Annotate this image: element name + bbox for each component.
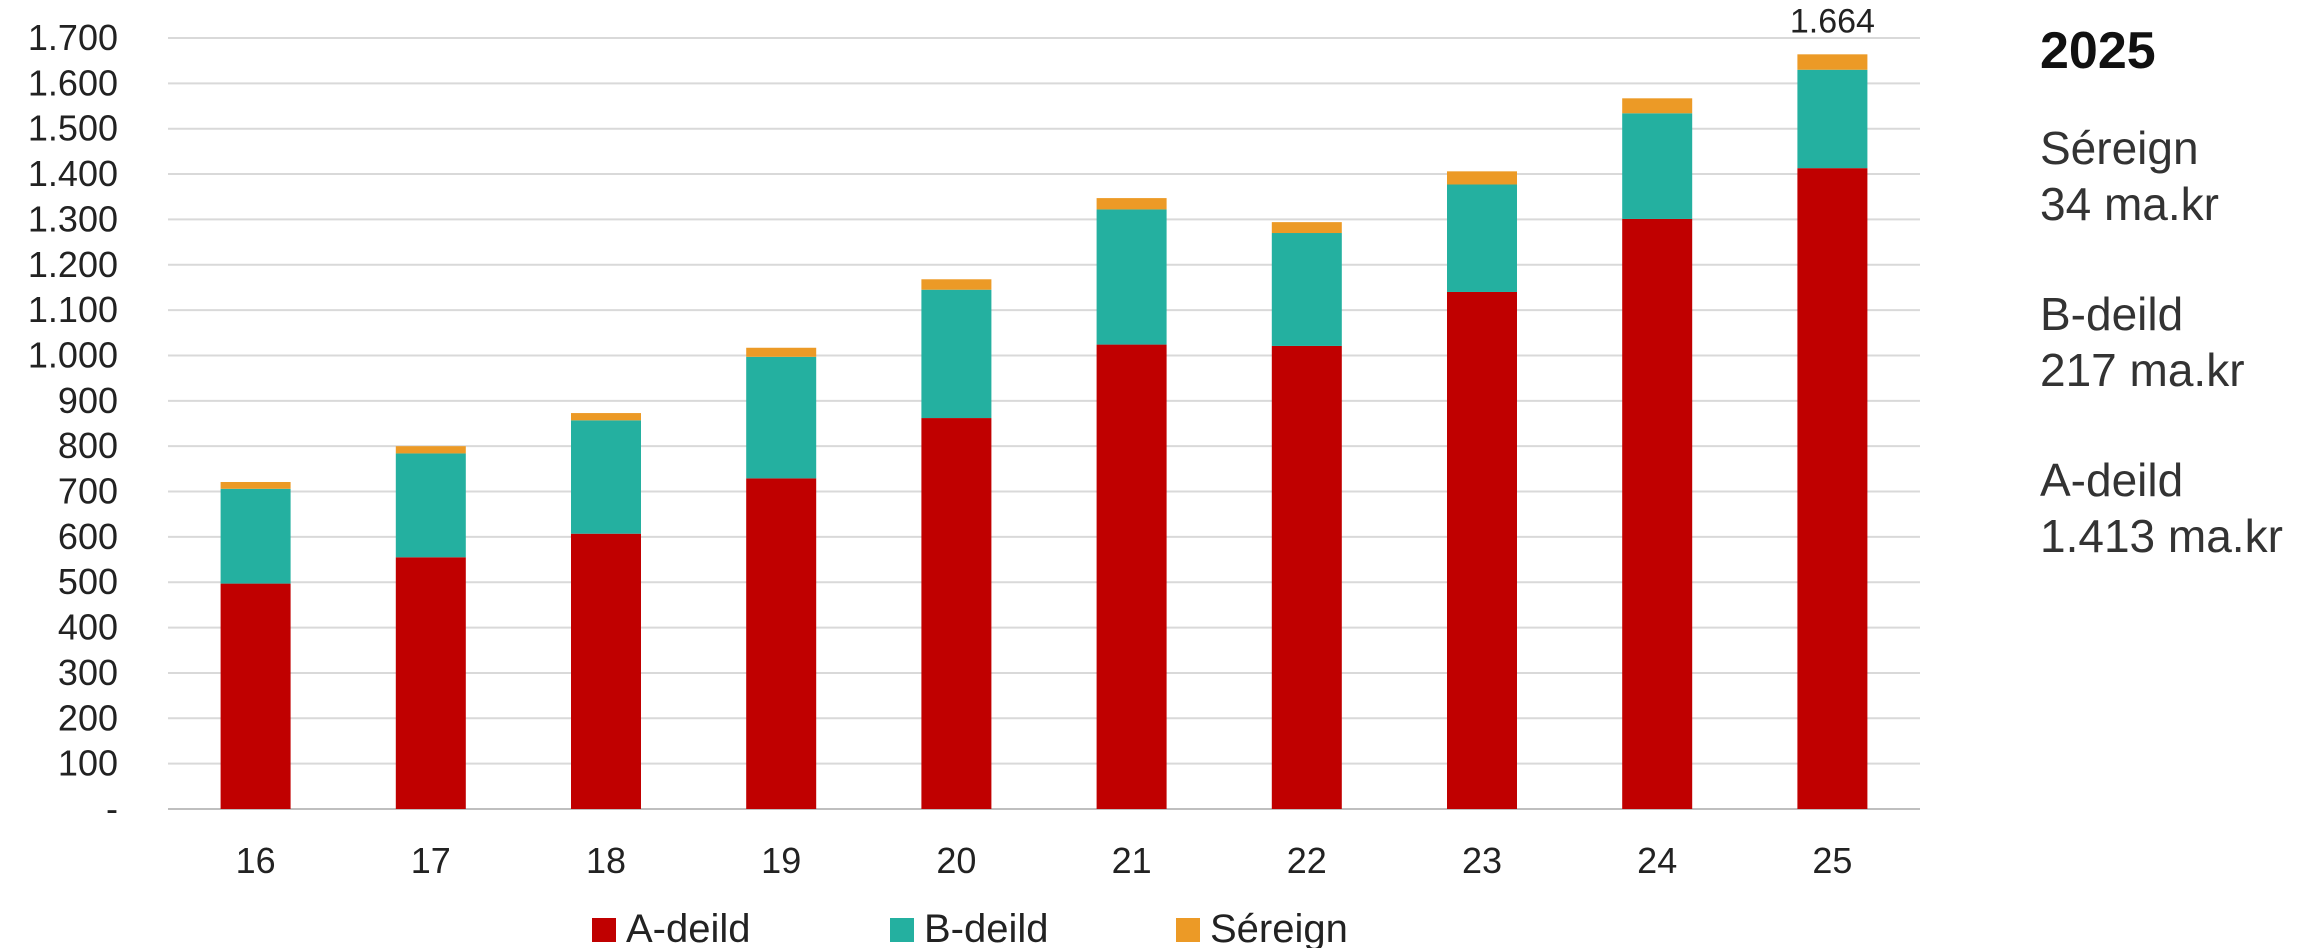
y-tick-label: 800 [58, 425, 118, 466]
legend-swatch [890, 918, 914, 942]
bar-segment [220, 583, 291, 809]
bars [220, 54, 1868, 810]
total-data-label: 1.664 [1790, 2, 1875, 40]
y-tick-label: - [106, 788, 118, 829]
bar-segment [1797, 168, 1868, 809]
summary-value: 34 ma.kr [2040, 178, 2219, 230]
x-tick-label: 24 [1637, 840, 1677, 881]
x-tick-label: 18 [586, 840, 626, 881]
summary-item-a-deild: A-deild 1.413 ma.kr [2040, 452, 2310, 564]
x-tick-label: 20 [936, 840, 976, 881]
summary-panel: 2025 Séreign 34 ma.kr B-deild 217 ma.kr … [2040, 20, 2310, 618]
y-axis-ticks: -1002003004005006007008009001.0001.1001.… [28, 17, 118, 829]
bar-segment [395, 557, 466, 809]
bar-segment [395, 446, 466, 454]
summary-label: A-deild [2040, 454, 2184, 506]
summary-label: B-deild [2040, 288, 2184, 340]
y-tick-label: 700 [58, 471, 118, 512]
summary-item-b-deild: B-deild 217 ma.kr [2040, 286, 2310, 398]
bar-segment [1622, 218, 1693, 809]
legend-swatch [592, 918, 616, 942]
legend-label: Séreign [1210, 907, 1348, 948]
bar-segment [921, 289, 992, 419]
summary-value: 217 ma.kr [2040, 344, 2245, 396]
y-tick-label: 1.200 [28, 244, 118, 285]
y-tick-label: 1.100 [28, 289, 118, 330]
bar-segment [395, 453, 466, 558]
legend: A-deild B-deild Séreign [592, 907, 1348, 948]
y-tick-label: 900 [58, 380, 118, 421]
bar-segment [220, 488, 291, 584]
bar-segment [1271, 345, 1342, 809]
y-tick-label: 1.700 [28, 17, 118, 58]
annotations: 1.664 [1790, 2, 1875, 40]
summary-item-sereign: Séreign 34 ma.kr [2040, 120, 2310, 232]
y-tick-label: 1.000 [28, 334, 118, 375]
x-tick-label: 23 [1462, 840, 1502, 881]
bar-segment [1797, 54, 1868, 70]
legend-label: A-deild [626, 907, 751, 948]
bar-segment [1622, 98, 1693, 114]
bar-segment [746, 347, 817, 357]
y-tick-label: 600 [58, 516, 118, 557]
y-tick-label: 200 [58, 697, 118, 738]
y-tick-label: 1.300 [28, 198, 118, 239]
legend-swatch [1176, 918, 1200, 942]
summary-value: 1.413 ma.kr [2040, 510, 2283, 562]
y-tick-label: 400 [58, 607, 118, 648]
bar-segment [1096, 209, 1167, 345]
bar-segment [1622, 113, 1693, 219]
summary-label: Séreign [2040, 122, 2199, 174]
bar-segment [921, 418, 992, 809]
legend-label: B-deild [924, 907, 1049, 948]
bar-segment [220, 482, 291, 489]
x-tick-label: 25 [1812, 840, 1852, 881]
y-tick-label: 1.400 [28, 153, 118, 194]
bar-segment [1797, 69, 1868, 169]
bar-segment [571, 533, 641, 809]
bar-segment [1271, 222, 1342, 234]
x-tick-label: 19 [761, 840, 801, 881]
x-tick-label: 21 [1112, 840, 1152, 881]
x-tick-label: 22 [1287, 840, 1327, 881]
bar-segment [571, 413, 641, 421]
stacked-bar-chart: -1002003004005006007008009001.0001.1001.… [28, 2, 1920, 948]
x-axis-ticks: 16 17 18 19 20 21 22 23 24 25 [236, 840, 1853, 881]
x-tick-label: 16 [236, 840, 276, 881]
bar-segment [1447, 171, 1517, 185]
bar-segment [746, 356, 817, 479]
bar-segment [746, 478, 817, 809]
bar-segment [921, 279, 992, 290]
bar-segment [1447, 184, 1517, 292]
bar-segment [1096, 198, 1167, 210]
y-tick-label: 1.600 [28, 62, 118, 103]
x-tick-label: 17 [411, 840, 451, 881]
bar-segment [571, 420, 641, 534]
bar-segment [1271, 233, 1342, 346]
bar-segment [1096, 344, 1167, 809]
y-tick-label: 500 [58, 561, 118, 602]
y-tick-label: 300 [58, 652, 118, 693]
y-tick-label: 1.500 [28, 108, 118, 149]
bar-segment [1447, 291, 1517, 810]
summary-year: 2025 [2040, 22, 2156, 80]
y-tick-label: 100 [58, 743, 118, 784]
